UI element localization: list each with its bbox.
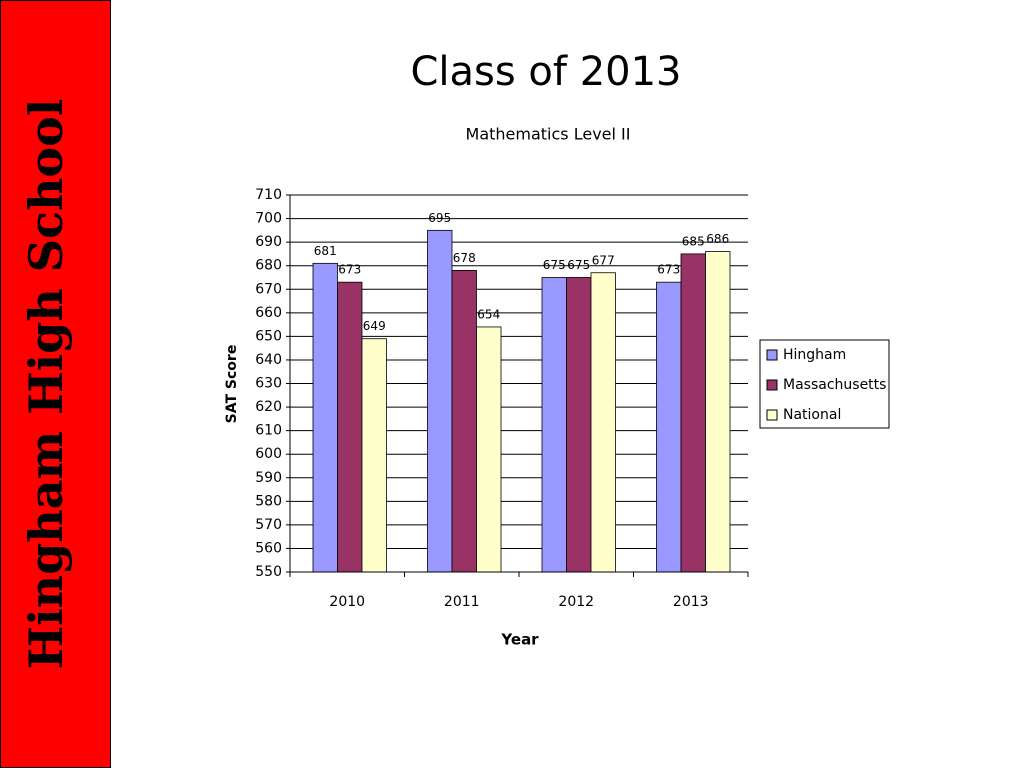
bar [476, 326, 502, 573]
bar [680, 253, 706, 573]
y-tick-label: 680 [255, 258, 282, 274]
chart-subtitle: Mathematics Level II [466, 125, 631, 144]
data-label: 675 [543, 258, 566, 272]
data-label: 678 [453, 251, 476, 265]
legend-label: Massachusetts [783, 377, 886, 393]
y-tick-label: 600 [255, 446, 282, 462]
legend-swatch [766, 379, 778, 391]
y-tick-label: 690 [255, 234, 282, 250]
y-tick-label: 650 [255, 328, 282, 344]
bar [337, 281, 363, 573]
y-tick-label: 560 [255, 540, 282, 556]
x-tick-label: 2012 [558, 594, 594, 610]
data-label: 677 [592, 253, 615, 267]
legend-swatch [766, 409, 778, 421]
bar [566, 277, 592, 573]
y-tick-label: 590 [255, 470, 282, 486]
bar [312, 262, 338, 573]
y-tick-label: 610 [255, 423, 282, 439]
x-tick-label: 2010 [329, 594, 365, 610]
y-tick-label: 700 [255, 211, 282, 227]
y-axis-title: SAT Score [224, 345, 240, 424]
data-label: 649 [363, 319, 386, 333]
y-tick-label: 570 [255, 517, 282, 533]
bar [656, 281, 682, 573]
y-tick-label: 620 [255, 399, 282, 415]
bar [541, 277, 567, 573]
slide-title: Class of 2013 [410, 49, 681, 95]
y-tick-label: 580 [255, 493, 282, 509]
bar [451, 269, 477, 573]
data-label: 675 [567, 258, 590, 272]
x-tick-label: 2011 [444, 594, 480, 610]
bar [590, 272, 616, 573]
x-axis-title: Year [500, 631, 539, 649]
bar [705, 251, 731, 573]
legend-box [759, 339, 890, 429]
data-label: 681 [314, 244, 337, 258]
bar [427, 229, 453, 573]
y-tick-label: 640 [255, 352, 282, 368]
sidebar [0, 0, 111, 768]
y-tick-label: 660 [255, 305, 282, 321]
sidebar-text: Hingham High School [19, 99, 73, 670]
data-label: 673 [657, 263, 680, 277]
y-tick-label: 630 [255, 376, 282, 392]
y-tick-label: 670 [255, 281, 282, 297]
bar [361, 338, 387, 573]
legend-swatch [766, 349, 778, 361]
legend-label: Hingham [783, 347, 846, 363]
data-label: 685 [682, 234, 705, 248]
y-tick-label: 710 [255, 187, 282, 203]
data-label: 686 [706, 232, 729, 246]
legend-label: National [783, 407, 841, 423]
data-label: 673 [338, 263, 361, 277]
data-label: 695 [428, 211, 451, 225]
data-label: 654 [477, 307, 500, 321]
y-tick-label: 550 [255, 564, 282, 580]
x-tick-label: 2013 [673, 594, 709, 610]
